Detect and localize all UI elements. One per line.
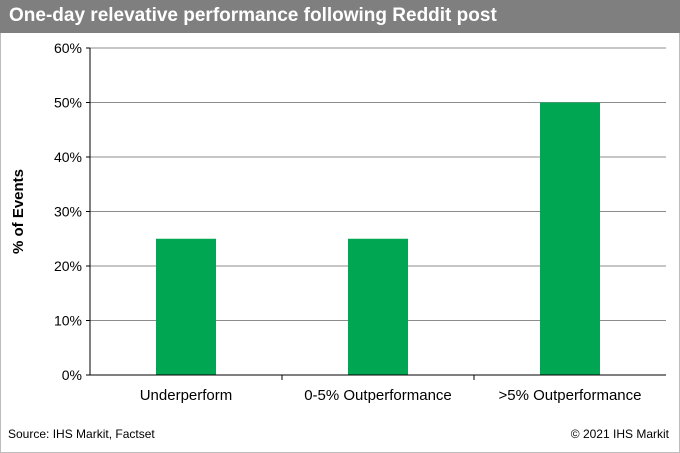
bar-1 [348, 238, 408, 375]
x-tick-label: 0-5% Outperformance [304, 387, 452, 404]
y-tick-label: 50% [54, 95, 82, 111]
copyright-note: © 2021 IHS Markit [570, 427, 669, 441]
axes [86, 47, 666, 380]
y-tick-label: 20% [54, 258, 82, 274]
x-tick-label: Underperform [140, 387, 233, 404]
y-tick-label: 0% [62, 367, 82, 383]
y-tick-labels: 0% 10% 20% 30% 40% 50% 60% [54, 40, 82, 383]
y-axis-label: % of Events [10, 169, 27, 254]
x-tick-labels: Underperform 0-5% Outperformance >5% Outpe… [140, 387, 642, 404]
bar-2 [540, 102, 600, 375]
y-tick-label: 60% [54, 40, 82, 56]
source-note: Source: IHS Markit, Factset [8, 427, 155, 441]
bars [156, 102, 600, 375]
chart-title: One-day relevative performance following… [9, 5, 497, 26]
title-bar: One-day relevative performance following… [0, 0, 680, 33]
bar-0 [156, 238, 216, 375]
y-tick-label: 30% [54, 204, 82, 220]
y-tick-label: 10% [54, 313, 82, 329]
x-tick-label: >5% Outperformance [499, 387, 642, 404]
y-tick-label: 40% [54, 149, 82, 165]
